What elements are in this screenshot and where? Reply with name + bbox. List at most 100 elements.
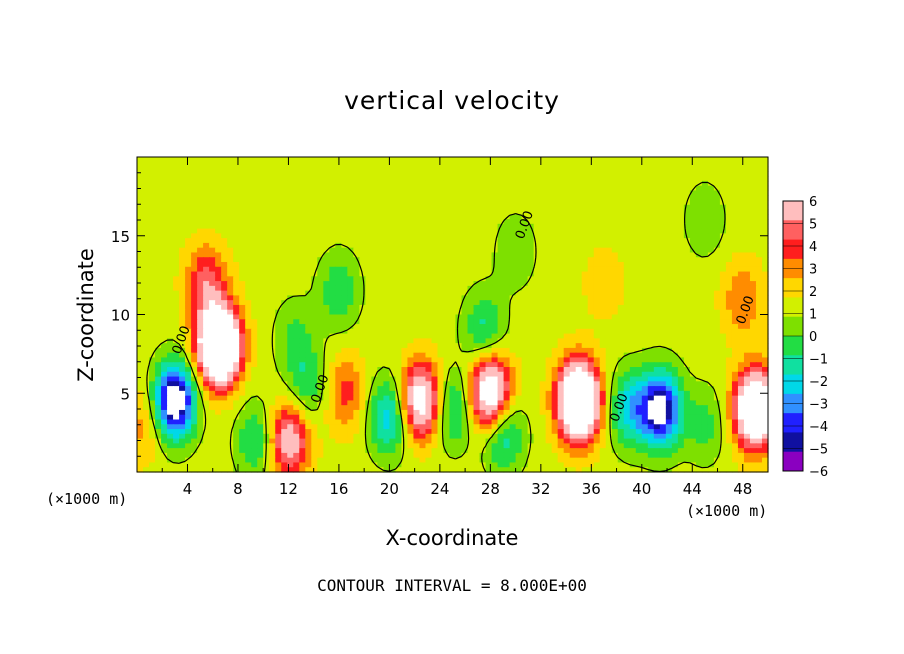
field-cell bbox=[581, 257, 589, 263]
field-cell bbox=[413, 290, 421, 297]
field-cell bbox=[641, 180, 649, 187]
field-cell bbox=[167, 166, 174, 172]
field-cell bbox=[569, 219, 577, 225]
field-cell bbox=[251, 204, 258, 211]
field-cell bbox=[389, 223, 397, 230]
field-cell bbox=[215, 295, 222, 301]
field-cell bbox=[683, 347, 691, 354]
field-cell bbox=[653, 271, 661, 277]
field-cell bbox=[557, 324, 565, 330]
field-cell bbox=[233, 190, 240, 196]
field-cell bbox=[407, 309, 415, 316]
field-cell bbox=[275, 276, 282, 282]
field-cell bbox=[623, 238, 631, 244]
field-cell bbox=[287, 266, 294, 273]
field-cell bbox=[395, 319, 403, 325]
field-cell bbox=[551, 238, 559, 244]
field-cell bbox=[179, 176, 186, 182]
field-cell bbox=[281, 228, 288, 234]
field-cell bbox=[227, 367, 234, 373]
field-cell bbox=[545, 338, 553, 344]
field-cell bbox=[395, 338, 403, 344]
field-cell bbox=[431, 328, 439, 335]
field-cell bbox=[491, 371, 499, 378]
field-cell bbox=[191, 195, 198, 201]
field-cell bbox=[245, 219, 252, 225]
field-cell bbox=[545, 247, 553, 254]
field-cell bbox=[317, 371, 324, 378]
field-cell bbox=[179, 304, 186, 311]
field-cell bbox=[287, 176, 294, 182]
field-cell bbox=[419, 281, 427, 287]
field-cell bbox=[239, 276, 246, 282]
field-cell bbox=[329, 304, 336, 311]
field-cell bbox=[275, 271, 282, 277]
field-cell bbox=[755, 252, 763, 258]
field-cell bbox=[239, 371, 246, 378]
field-cell bbox=[425, 157, 433, 163]
field-cell bbox=[245, 347, 252, 354]
field-cell bbox=[311, 343, 318, 349]
field-cell bbox=[551, 367, 559, 373]
field-cell bbox=[431, 223, 439, 230]
field-cell bbox=[347, 347, 354, 354]
field-cell bbox=[377, 171, 384, 177]
field-cell bbox=[413, 262, 421, 268]
field-cell bbox=[629, 214, 637, 220]
field-cell bbox=[347, 276, 354, 282]
field-cell bbox=[329, 219, 336, 225]
field-cell bbox=[425, 223, 433, 230]
field-cell bbox=[341, 238, 348, 244]
field-cell bbox=[551, 247, 559, 254]
field-cell bbox=[365, 228, 372, 234]
field-cell bbox=[383, 262, 390, 268]
field-cell bbox=[167, 176, 174, 182]
field-cell bbox=[755, 276, 763, 282]
field-cell bbox=[743, 199, 751, 206]
field-cell bbox=[173, 309, 180, 316]
field-cell bbox=[137, 176, 144, 182]
field-cell bbox=[629, 295, 637, 301]
field-cell bbox=[521, 362, 529, 368]
field-cell bbox=[323, 295, 330, 301]
field-cell bbox=[149, 309, 156, 316]
field-cell bbox=[185, 161, 192, 168]
field-cell bbox=[671, 271, 679, 277]
field-cell bbox=[683, 362, 691, 368]
field-cell bbox=[293, 285, 300, 292]
field-cell bbox=[479, 343, 487, 349]
field-cell bbox=[623, 233, 631, 239]
field-cell bbox=[209, 362, 216, 368]
field-cell bbox=[299, 338, 306, 344]
field-cell bbox=[407, 357, 415, 363]
field-cell bbox=[329, 343, 336, 349]
field-cell bbox=[305, 381, 312, 387]
field-cell bbox=[647, 242, 655, 249]
field-cell bbox=[455, 185, 463, 192]
field-cell bbox=[737, 314, 745, 320]
field-cell bbox=[275, 352, 282, 359]
field-cell bbox=[599, 290, 607, 297]
field-cell bbox=[389, 281, 397, 287]
field-cell bbox=[413, 171, 421, 177]
field-cell bbox=[665, 252, 673, 258]
field-cell bbox=[383, 204, 390, 211]
field-cell bbox=[503, 209, 511, 215]
field-cell bbox=[281, 376, 288, 382]
field-cell bbox=[323, 180, 330, 187]
field-cell bbox=[467, 290, 475, 297]
field-cell bbox=[239, 195, 246, 201]
field-cell bbox=[209, 281, 216, 287]
field-cell bbox=[245, 352, 252, 359]
field-cell bbox=[269, 309, 276, 316]
field-cell bbox=[287, 281, 294, 287]
field-cell bbox=[653, 266, 661, 273]
field-cell bbox=[425, 199, 433, 206]
field-cell bbox=[617, 161, 625, 168]
field-cell bbox=[503, 281, 511, 287]
field-cell bbox=[161, 233, 168, 239]
field-cell bbox=[629, 161, 637, 168]
field-cell bbox=[293, 324, 300, 330]
field-cell bbox=[323, 347, 330, 354]
field-cell bbox=[563, 357, 571, 363]
